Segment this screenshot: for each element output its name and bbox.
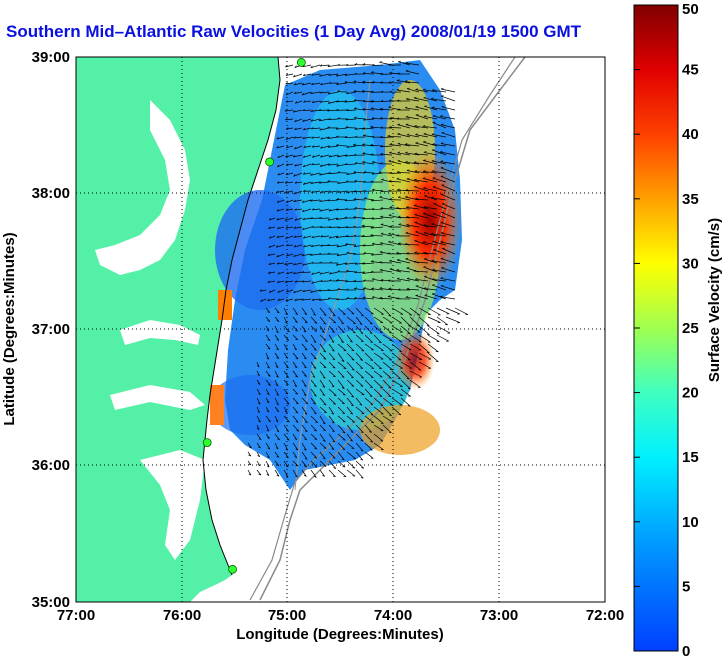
colorbar-tick: 5 — [682, 578, 690, 595]
colorbar-tick: 45 — [682, 62, 699, 79]
x-tick: 77:00 — [57, 607, 95, 624]
velocity-hotspot — [398, 150, 462, 290]
colorbar-tick: 35 — [682, 191, 699, 208]
y-tick: 39:00 — [32, 49, 70, 66]
grid-lines — [76, 57, 605, 602]
colorbar-tick: 50 — [682, 1, 699, 18]
colorbar-tick: 15 — [682, 449, 699, 466]
colorbar-tick: 30 — [682, 255, 699, 272]
colorbar-tick: 10 — [682, 514, 699, 531]
hf-radar-stations — [202, 58, 306, 574]
y-tick: 37:00 — [32, 321, 70, 338]
velocity-hotspot — [210, 385, 224, 425]
coastline — [202, 57, 281, 576]
plot-frame — [75, 56, 606, 603]
velocity-hotspot — [218, 290, 232, 320]
velocity-low-zone — [215, 190, 305, 310]
station-marker — [202, 438, 212, 447]
colorbar-tick: 20 — [682, 385, 699, 402]
x-tick: 73:00 — [480, 607, 518, 624]
bathymetry-contour — [294, 79, 371, 491]
colorbar-tick: 0 — [682, 643, 690, 659]
x-tick: 75:00 — [268, 607, 306, 624]
station-marker — [296, 58, 306, 67]
x-tick: 72:00 — [586, 607, 624, 624]
inland-water — [95, 100, 190, 275]
station-marker — [265, 157, 275, 167]
x-axis-label: Longitude (Degrees:Minutes) — [236, 626, 444, 643]
inland-water — [110, 385, 205, 410]
map-title: Southern Mid–Atlantic Raw Velocities (1 … — [6, 22, 582, 41]
inland-water — [140, 450, 205, 560]
y-tick: 35:00 — [32, 594, 70, 611]
x-tick: 74:00 — [374, 607, 412, 624]
colorbar-tick: 25 — [682, 320, 699, 337]
station-marker — [228, 564, 237, 574]
inland-water — [120, 320, 200, 345]
colorbar-label: Surface Velocity (cm/s) — [706, 218, 723, 382]
velocity-low-zone — [210, 375, 290, 435]
velocity-arrows — [247, 60, 469, 479]
y-axis-label: Latitude (Degrees:Minutes) — [1, 232, 18, 425]
y-tick: 38:00 — [32, 185, 70, 202]
y-tick: 36:00 — [32, 457, 70, 474]
colorbar-tick: 40 — [682, 126, 699, 143]
colorbar — [633, 4, 679, 652]
x-tick: 76:00 — [163, 607, 201, 624]
velocity-high-zone — [360, 405, 440, 455]
